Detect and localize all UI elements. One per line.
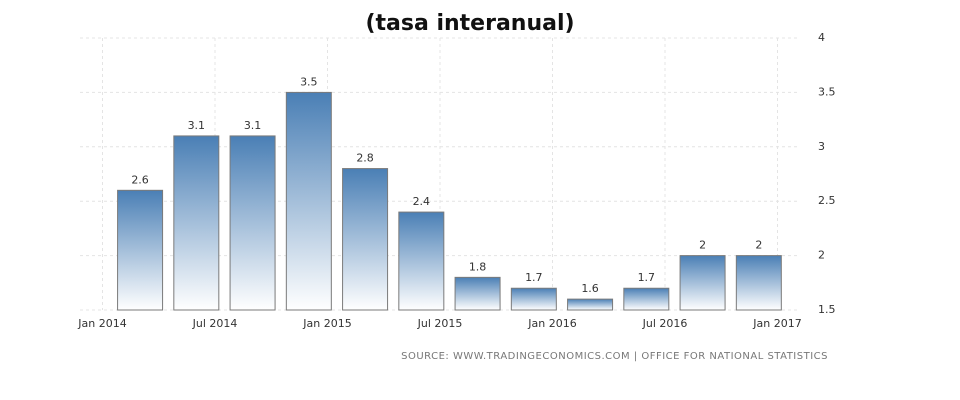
y-tick-label: 2.5 xyxy=(818,194,836,207)
value-label: 2.6 xyxy=(131,173,149,186)
value-label: 1.8 xyxy=(469,260,487,273)
bar xyxy=(285,91,332,311)
y-tick-label: 2 xyxy=(818,249,825,262)
y-tick-label: 1.5 xyxy=(818,303,836,316)
bar xyxy=(454,276,501,311)
y-tick-label: 4 xyxy=(818,31,825,44)
x-tick-label: Jul 2016 xyxy=(642,317,688,330)
bar xyxy=(342,168,389,311)
y-tick-label: 3 xyxy=(818,140,825,153)
value-label: 3.1 xyxy=(188,119,206,132)
value-label: 1.7 xyxy=(525,271,543,284)
bar xyxy=(735,255,782,311)
bar xyxy=(117,189,164,311)
x-tick-label: Jul 2014 xyxy=(192,317,238,330)
bar xyxy=(623,287,670,311)
bar xyxy=(679,255,726,311)
source: SOURCE: WWW.TRADINGECONOMICS.COM | OFFIC… xyxy=(401,351,828,362)
value-label: 2.4 xyxy=(413,195,431,208)
bar xyxy=(567,298,614,311)
bar xyxy=(398,211,445,311)
x-tick-label: Jul 2015 xyxy=(417,317,463,330)
y-tick-label: 3.5 xyxy=(818,85,836,98)
bar xyxy=(510,287,557,311)
value-label: 2 xyxy=(699,239,706,252)
x-tick-label: Jan 2017 xyxy=(752,317,801,330)
x-tick-label: Jan 2015 xyxy=(302,317,351,330)
value-label: 2.8 xyxy=(356,152,374,165)
x-tick-label: Jan 2014 xyxy=(77,317,126,330)
value-label: 3.5 xyxy=(300,75,318,88)
x-tick-label: Jan 2016 xyxy=(527,317,576,330)
chart-title: (tasa interanual) xyxy=(365,11,574,36)
value-label: 3.1 xyxy=(244,119,262,132)
value-label: 2 xyxy=(755,239,762,252)
value-label: 1.7 xyxy=(638,271,656,284)
bar xyxy=(229,135,276,311)
value-label: 1.6 xyxy=(581,282,599,295)
bar xyxy=(173,135,220,311)
